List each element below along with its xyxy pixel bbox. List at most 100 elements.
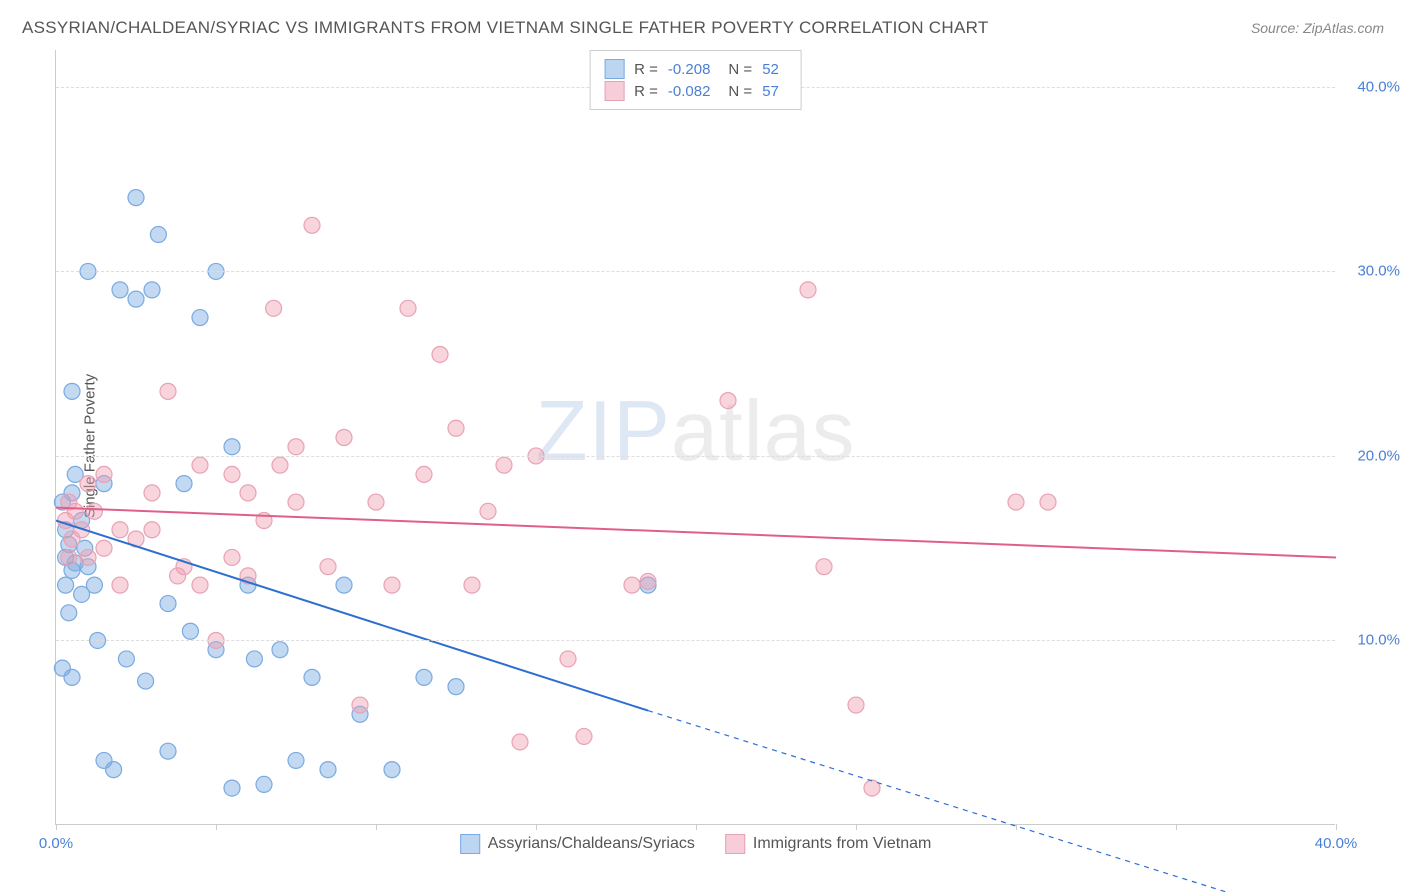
grid-line [56,640,1335,641]
legend-label-1: Assyrians/Chaldeans/Syriacs [488,835,695,853]
scatter-point [182,623,198,639]
n-label-2: N = [728,83,752,100]
legend-swatch-1 [460,834,480,854]
legend-label-2: Immigrants from Vietnam [753,835,931,853]
scatter-point [512,734,528,750]
scatter-point [160,743,176,759]
scatter-point [480,503,496,519]
scatter-point [144,522,160,538]
chart-title: ASSYRIAN/CHALDEAN/SYRIAC VS IMMIGRANTS F… [22,18,989,38]
scatter-point [96,466,112,482]
scatter-point [384,762,400,778]
r-label-1: R = [634,61,658,78]
plot-area: ZIPatlas R = -0.208 N = 52 R = -0.082 N … [55,50,1335,825]
swatch-series-1 [604,59,624,79]
scatter-point [192,577,208,593]
scatter-point [80,476,96,492]
scatter-point [176,476,192,492]
r-value-2: -0.082 [668,83,711,100]
grid-line [56,271,1335,272]
scatter-point [640,573,656,589]
r-label-2: R = [634,83,658,100]
scatter-point [128,190,144,206]
scatter-point [304,217,320,233]
x-tick [216,824,217,830]
scatter-point [58,577,74,593]
legend-item-1: Assyrians/Chaldeans/Syriacs [460,834,695,854]
source-label: Source: ZipAtlas.com [1251,20,1384,36]
scatter-point [464,577,480,593]
trend-line-dashed [648,711,1336,892]
scatter-point [61,549,77,565]
scatter-point [416,466,432,482]
x-tick [56,824,57,830]
scatter-point [720,393,736,409]
x-tick [376,824,377,830]
scatter-point [336,577,352,593]
scatter-point [118,651,134,667]
plot-svg [56,50,1335,824]
y-tick-label: 10.0% [1357,632,1400,649]
scatter-point [368,494,384,510]
scatter-point [448,420,464,436]
n-value-1: 52 [762,61,779,78]
scatter-point [336,430,352,446]
scatter-point [304,669,320,685]
scatter-point [496,457,512,473]
scatter-point [80,549,96,565]
scatter-point [150,227,166,243]
x-tick-label: 40.0% [1315,835,1358,852]
scatter-point [128,291,144,307]
scatter-point [61,605,77,621]
scatter-point [272,457,288,473]
scatter-point [138,673,154,689]
scatter-point [144,282,160,298]
scatter-point [624,577,640,593]
scatter-point [416,669,432,685]
n-label-1: N = [728,61,752,78]
scatter-point [400,300,416,316]
x-tick [1336,824,1337,830]
scatter-point [192,457,208,473]
scatter-point [432,346,448,362]
scatter-point [288,752,304,768]
scatter-point [67,503,83,519]
bottom-legend: Assyrians/Chaldeans/Syriacs Immigrants f… [460,834,932,854]
swatch-series-2 [604,81,624,101]
legend-item-2: Immigrants from Vietnam [725,834,931,854]
scatter-point [96,540,112,556]
legend-swatch-2 [725,834,745,854]
scatter-point [86,577,102,593]
scatter-point [288,439,304,455]
scatter-point [144,485,160,501]
scatter-point [384,577,400,593]
trend-line [56,508,1336,558]
y-tick-label: 40.0% [1357,78,1400,95]
scatter-point [64,669,80,685]
scatter-point [800,282,816,298]
scatter-point [320,762,336,778]
scatter-point [816,559,832,575]
scatter-point [160,383,176,399]
x-tick [696,824,697,830]
stats-row-1: R = -0.208 N = 52 [604,59,787,79]
x-tick [856,824,857,830]
stats-legend: R = -0.208 N = 52 R = -0.082 N = 57 [589,50,802,110]
scatter-point [848,697,864,713]
scatter-point [352,697,368,713]
scatter-point [192,310,208,326]
r-value-1: -0.208 [668,61,711,78]
scatter-point [256,776,272,792]
scatter-point [224,466,240,482]
stats-row-2: R = -0.082 N = 57 [604,81,787,101]
scatter-point [86,503,102,519]
scatter-point [560,651,576,667]
scatter-point [272,642,288,658]
scatter-point [112,577,128,593]
scatter-point [224,780,240,796]
scatter-point [448,679,464,695]
x-tick [1016,824,1017,830]
scatter-point [160,596,176,612]
x-tick [536,824,537,830]
scatter-point [106,762,122,778]
